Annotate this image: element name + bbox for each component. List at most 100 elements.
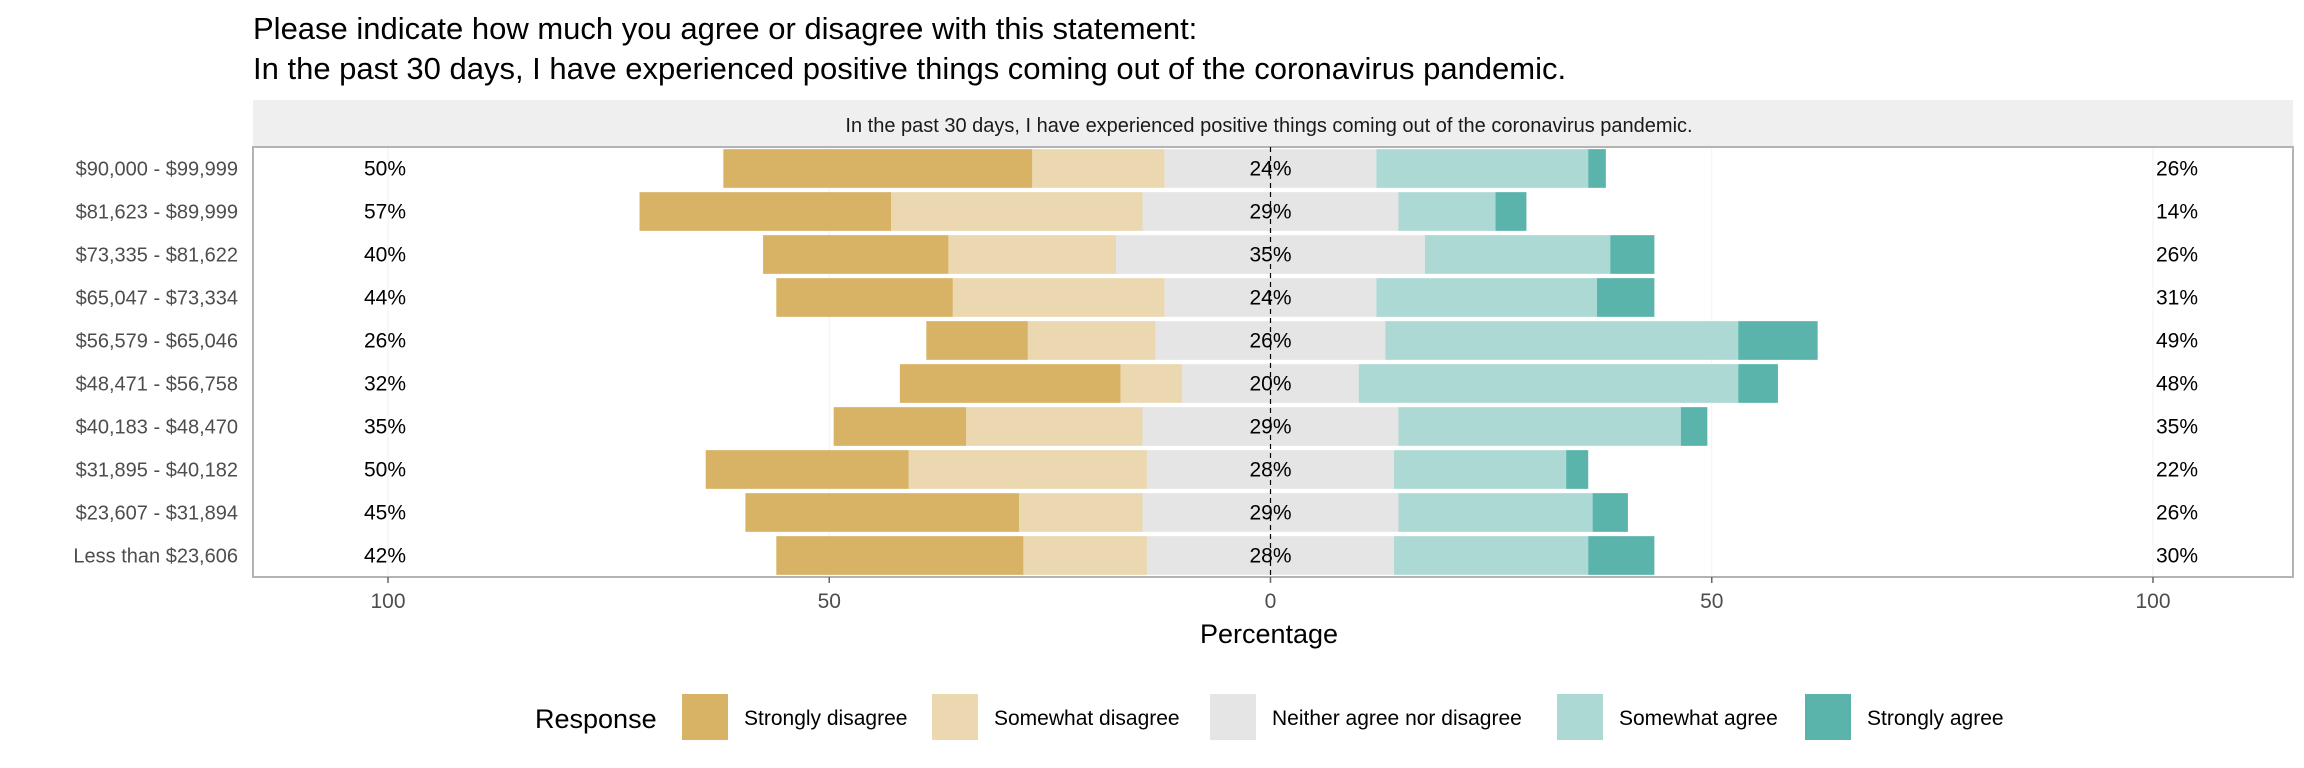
x-axis-title: Percentage — [1200, 619, 1338, 649]
legend-key-somewhat-disagree — [932, 694, 978, 740]
right-percent-label: 26% — [2156, 502, 2198, 525]
legend-label: Strongly disagree — [744, 707, 907, 730]
bar-strongly-agree-7 — [1566, 450, 1589, 489]
category-label: $23,607 - $31,894 — [76, 503, 238, 525]
x-tick-label: 50 — [818, 590, 841, 613]
bar-strongly-disagree-7 — [705, 450, 909, 489]
facet-strip-label: In the past 30 days, I have experienced … — [845, 115, 1692, 137]
center-percent-label: 24% — [1249, 158, 1291, 181]
category-label: $90,000 - $99,999 — [76, 159, 238, 181]
bar-strongly-agree-6 — [1680, 407, 1708, 446]
bar-somewhat-agree-3 — [1376, 278, 1598, 317]
right-percent-label: 14% — [2156, 201, 2198, 224]
x-axis: 100 50 0 50 100 — [370, 577, 2171, 613]
left-percent-label: 44% — [364, 287, 406, 310]
bar-somewhat-disagree-7 — [908, 450, 1147, 489]
legend-label: Somewhat agree — [1619, 707, 1778, 730]
chart-title-line-2: In the past 30 days, I have experienced … — [253, 51, 1566, 86]
bar-strongly-agree-8 — [1592, 493, 1628, 532]
right-percent-label: 22% — [2156, 459, 2198, 482]
bar-somewhat-disagree-9 — [1023, 536, 1147, 575]
right-percent-label: 49% — [2156, 330, 2198, 353]
bar-strongly-agree-0 — [1588, 149, 1606, 188]
bar-strongly-agree-4 — [1738, 321, 1818, 360]
bar-strongly-disagree-5 — [899, 364, 1121, 403]
bar-strongly-agree-1 — [1495, 192, 1527, 231]
x-tick-label: 100 — [370, 590, 405, 613]
right-percent-label: 26% — [2156, 158, 2198, 181]
center-percent-label: 29% — [1249, 502, 1291, 525]
facet-strip — [253, 100, 2293, 147]
x-tick-label: 50 — [1700, 590, 1723, 613]
category-label: $56,579 - $65,046 — [76, 331, 238, 353]
bar-somewhat-agree-9 — [1394, 536, 1589, 575]
center-percent-label: 24% — [1249, 287, 1291, 310]
bar-strongly-disagree-0 — [723, 149, 1033, 188]
legend-key-somewhat-agree — [1557, 694, 1603, 740]
bar-somewhat-agree-1 — [1398, 192, 1496, 231]
bar-somewhat-agree-2 — [1424, 235, 1611, 274]
center-percent-label: 28% — [1249, 545, 1291, 568]
center-percent-label: 35% — [1249, 244, 1291, 267]
bar-somewhat-disagree-3 — [952, 278, 1165, 317]
legend-key-neither-agree-nor-disagree — [1210, 694, 1256, 740]
left-percent-label: 50% — [364, 158, 406, 181]
bar-strongly-agree-5 — [1738, 364, 1778, 403]
bar-strongly-disagree-9 — [776, 536, 1024, 575]
center-percent-label: 29% — [1249, 201, 1291, 224]
category-label: $81,623 - $89,999 — [76, 202, 238, 224]
category-label: $73,335 - $81,622 — [76, 245, 238, 267]
right-percent-label: 35% — [2156, 416, 2198, 439]
bar-somewhat-disagree-1 — [891, 192, 1143, 231]
category-label: $40,183 - $48,470 — [76, 417, 238, 439]
bar-somewhat-agree-8 — [1398, 493, 1593, 532]
bar-somewhat-disagree-4 — [1027, 321, 1156, 360]
legend-label: Strongly agree — [1867, 707, 2004, 730]
bar-strongly-disagree-3 — [776, 278, 953, 317]
x-tick-label: 0 — [1265, 590, 1277, 613]
left-percent-label: 26% — [364, 330, 406, 353]
left-percent-label: 42% — [364, 545, 406, 568]
bar-strongly-disagree-1 — [639, 192, 892, 231]
bar-strongly-disagree-6 — [833, 407, 967, 446]
bar-somewhat-agree-5 — [1358, 364, 1739, 403]
left-percent-label: 35% — [364, 416, 406, 439]
right-percent-label: 26% — [2156, 244, 2198, 267]
bar-strongly-disagree-8 — [745, 493, 1019, 532]
legend-key-strongly-disagree — [682, 694, 728, 740]
bar-strongly-disagree-2 — [763, 235, 949, 274]
bar-somewhat-agree-0 — [1376, 149, 1589, 188]
row-labels: $90,000 - $99,999 50% 24% 26% $81,623 - $89,… — [73, 158, 2198, 568]
legend-key-strongly-agree — [1805, 694, 1851, 740]
left-percent-label: 57% — [364, 201, 406, 224]
left-percent-label: 50% — [364, 459, 406, 482]
bar-somewhat-disagree-6 — [966, 407, 1143, 446]
left-percent-label: 32% — [364, 373, 406, 396]
bar-somewhat-disagree-0 — [1032, 149, 1165, 188]
category-label: Less than $23,606 — [73, 546, 238, 568]
category-label: $31,895 - $40,182 — [76, 460, 238, 482]
x-tick-label: 100 — [2135, 590, 2170, 613]
legend-title: Response — [535, 704, 657, 734]
bar-somewhat-disagree-2 — [948, 235, 1117, 274]
bar-strongly-agree-9 — [1588, 536, 1655, 575]
bar-somewhat-agree-6 — [1398, 407, 1681, 446]
center-percent-label: 26% — [1249, 330, 1291, 353]
panel-border — [252, 146, 2294, 578]
right-percent-label: 30% — [2156, 545, 2198, 568]
bar-somewhat-agree-4 — [1385, 321, 1739, 360]
bar-strongly-agree-3 — [1597, 278, 1655, 317]
center-percent-label: 29% — [1249, 416, 1291, 439]
left-percent-label: 45% — [364, 502, 406, 525]
bar-strongly-agree-2 — [1610, 235, 1655, 274]
legend: Response Strongly disagree Somewhat disag… — [535, 694, 2004, 740]
center-percent-label: 20% — [1249, 373, 1291, 396]
bars — [639, 147, 1818, 577]
right-percent-label: 48% — [2156, 373, 2198, 396]
right-percent-label: 31% — [2156, 287, 2198, 310]
bar-somewhat-disagree-8 — [1018, 493, 1143, 532]
center-percent-label: 28% — [1249, 459, 1291, 482]
category-label: $65,047 - $73,334 — [76, 288, 238, 310]
category-label: $48,471 - $56,758 — [76, 374, 238, 396]
